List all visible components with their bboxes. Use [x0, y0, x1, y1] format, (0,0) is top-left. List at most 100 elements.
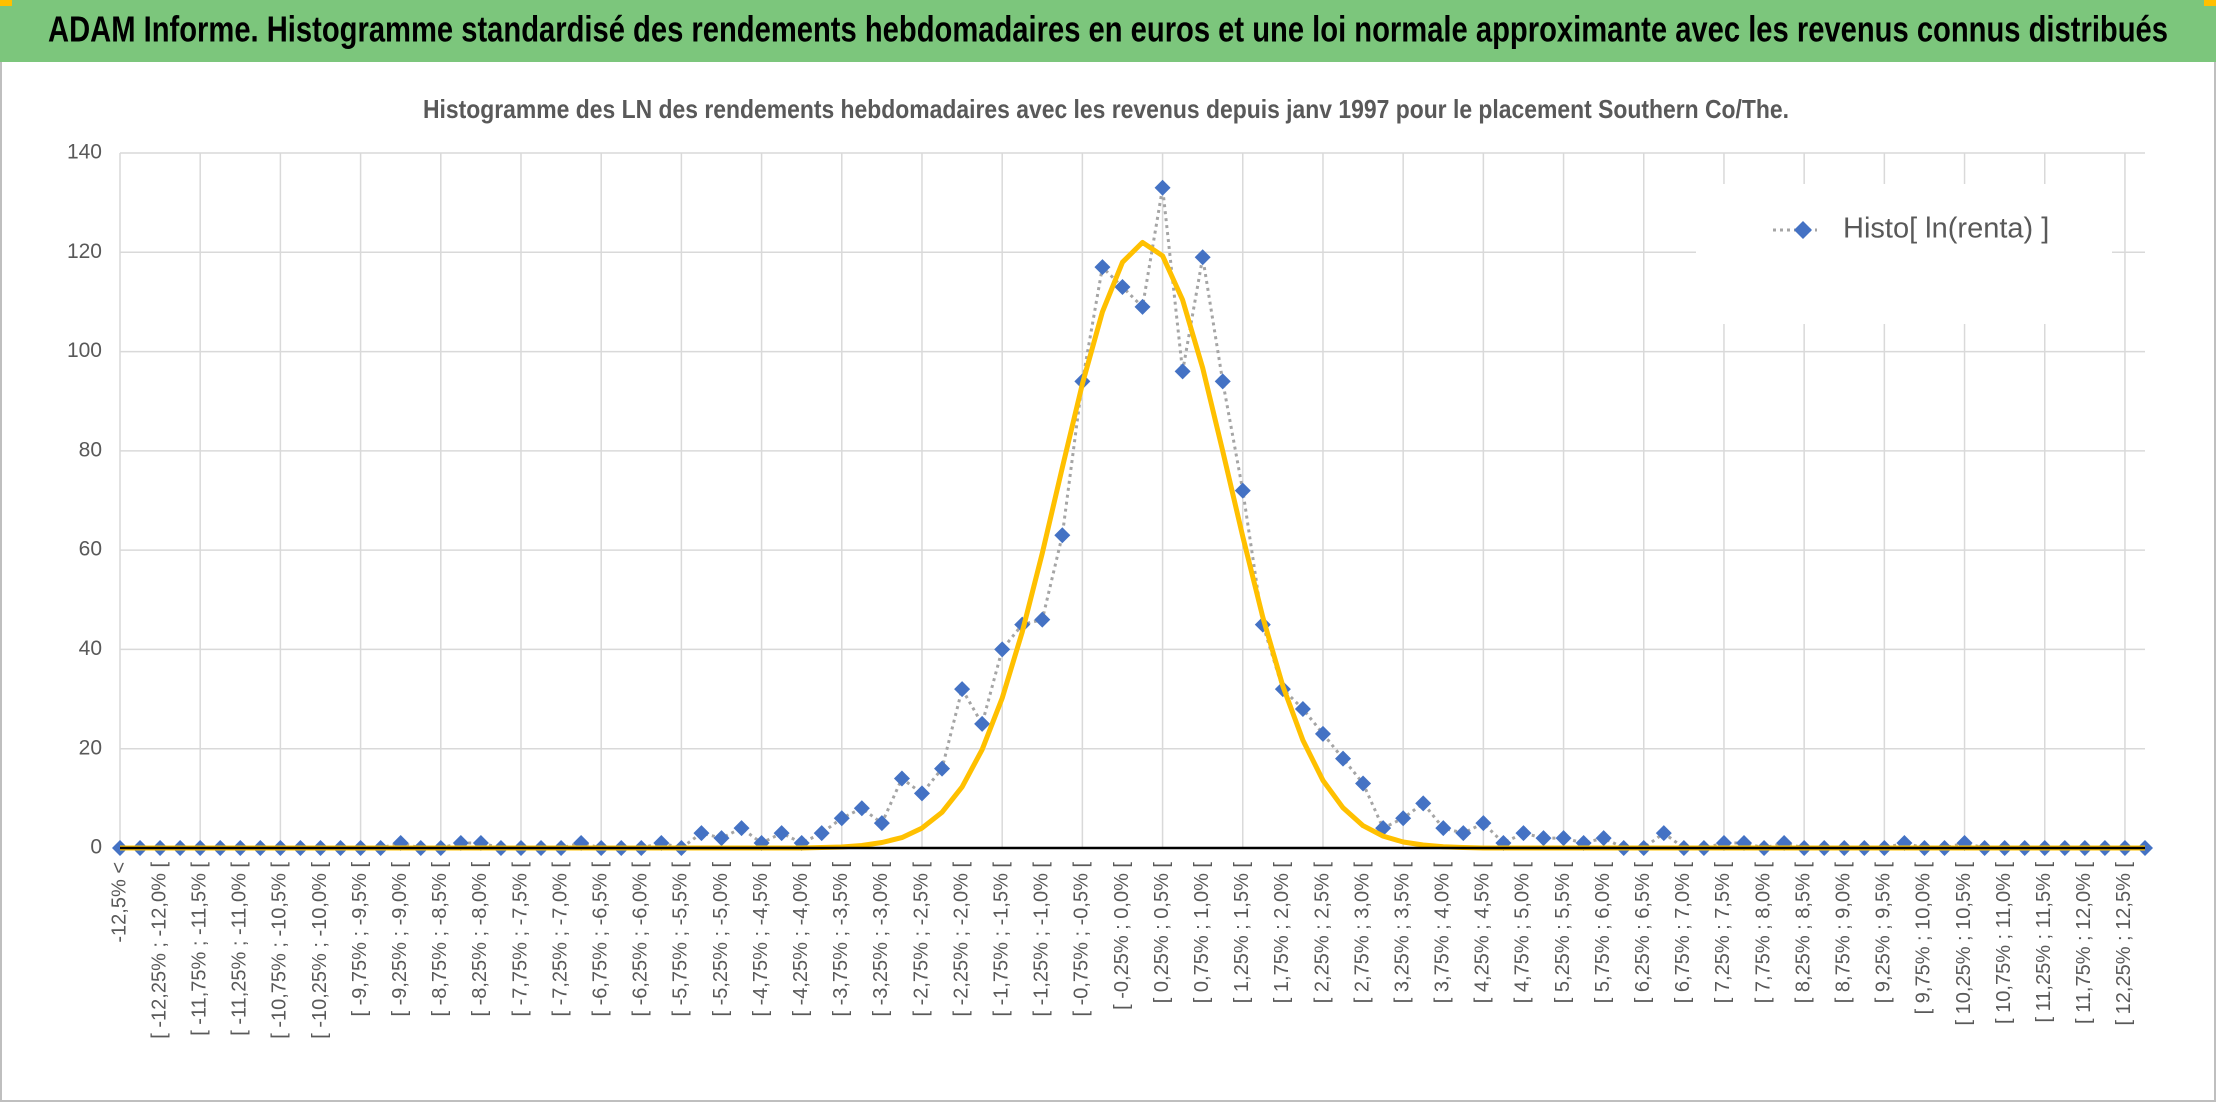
x-tick-label: [ 0,75% ; 1,0% [ — [1191, 862, 1213, 1004]
y-tick-label: 60 — [79, 538, 102, 561]
x-tick-label: [ -7,25% ; -7,0% [ — [549, 862, 571, 1017]
y-tick-label: 0 — [90, 836, 102, 859]
x-tick-label: [ 0,25% ; 0,5% [ — [1151, 862, 1173, 1004]
x-tick-label: [ -1,75% ; -1,5% [ — [990, 862, 1012, 1017]
legend-box — [1696, 184, 2112, 324]
point — [833, 810, 850, 827]
x-tick-label: [ -4,25% ; -4,0% [ — [790, 862, 812, 1017]
x-tick-label: [ -3,25% ; -3,0% [ — [870, 862, 892, 1017]
x-tick-label: [ 9,25% ; 9,5% [ — [1873, 862, 1895, 1004]
point — [1194, 249, 1211, 266]
point — [954, 681, 971, 698]
point — [1535, 830, 1552, 847]
x-tick-label: [ -5,75% ; -5,5% [ — [670, 862, 692, 1017]
x-tick-label: [ 8,75% ; 9,0% [ — [1833, 862, 1855, 1004]
x-tick-label: [ 7,75% ; 8,0% [ — [1752, 862, 1774, 1004]
y-tick-label: 80 — [79, 438, 102, 461]
point — [1034, 611, 1051, 628]
x-tick-label: [ 10,25% ; 10,5% [ — [1953, 862, 1975, 1026]
corner — [0, 0, 12, 6]
x-tick-label: [ -6,25% ; -6,0% [ — [630, 862, 652, 1017]
point — [1114, 279, 1131, 296]
page-title: ADAM Informe. Histogramme standardisé de… — [48, 9, 2168, 50]
point — [853, 800, 870, 817]
x-tick-label: [ -11,75% ; -11,5% [ — [188, 862, 210, 1036]
x-tick-label: [ 2,75% ; 3,0% [ — [1351, 862, 1373, 1004]
x-tick-label: [ -9,75% ; -9,5% [ — [349, 862, 371, 1017]
chart-title: Histogramme des LN des rendements hebdom… — [423, 94, 1789, 124]
x-tick-label: [ -2,25% ; -2,0% [ — [950, 862, 972, 1017]
x-tick-label: [ 6,25% ; 6,5% [ — [1632, 862, 1654, 1004]
x-tick-label: [ -7,75% ; -7,5% [ — [509, 862, 531, 1017]
point — [1054, 527, 1071, 544]
point — [913, 785, 930, 802]
x-tick-label: [ 3,75% ; 4,0% [ — [1432, 862, 1454, 1004]
title-bar — [0, 0, 2216, 62]
point — [1435, 820, 1452, 837]
y-tick-label: 100 — [67, 339, 102, 362]
point — [1555, 830, 1572, 847]
x-tick-label: [ -10,75% ; -10,5% [ — [269, 862, 291, 1039]
point — [1395, 810, 1412, 827]
point — [873, 815, 890, 832]
x-tick-label: [ -11,25% ; -11,0% [ — [229, 862, 251, 1036]
point — [1415, 795, 1432, 812]
x-tick-label: [ -1,25% ; -1,0% [ — [1031, 862, 1053, 1017]
x-tick-label: [ 4,75% ; 5,0% [ — [1512, 862, 1534, 1004]
x-tick-label: [ 7,25% ; 7,5% [ — [1712, 862, 1734, 1004]
x-tick-label: [ -8,25% ; -8,0% [ — [469, 862, 491, 1017]
x-tick-label: [ -3,75% ; -3,5% [ — [830, 862, 852, 1017]
point — [994, 641, 1011, 658]
x-tick-label: [ 5,75% ; 6,0% [ — [1592, 862, 1614, 1004]
legend-label: Histo[ ln(renta) ] — [1843, 213, 2049, 245]
x-tick-label: [ 6,75% ; 7,0% [ — [1672, 862, 1694, 1004]
point — [974, 715, 991, 732]
point — [1134, 298, 1151, 315]
x-tick-label: [ 1,75% ; 2,0% [ — [1271, 862, 1293, 1004]
x-tick-label: [ 8,25% ; 8,5% [ — [1792, 862, 1814, 1004]
x-tick-label: [ -6,75% ; -6,5% [ — [589, 862, 611, 1017]
x-tick-label: [ 3,25% ; 3,5% [ — [1391, 862, 1413, 1004]
x-tick-label: [ -2,75% ; -2,5% [ — [910, 862, 932, 1017]
x-tick-label: [ -0,25% ; 0,0% [ — [1111, 862, 1133, 1010]
x-tick-label: [ -0,75% ; -0,5% [ — [1071, 862, 1093, 1017]
point — [1294, 701, 1311, 717]
x-tick-label: [ -5,25% ; -5,0% [ — [710, 862, 732, 1017]
point — [1355, 775, 1372, 792]
point — [733, 820, 750, 837]
point — [934, 760, 951, 777]
legend-marker — [1794, 221, 1812, 239]
x-tick-label: -12,5% < — [108, 862, 130, 943]
x-tick-label: [ -8,75% ; -8,5% [ — [429, 862, 451, 1017]
x-tick-label: [ -12,25% ; -12,0% [ — [148, 862, 170, 1039]
point — [713, 830, 730, 847]
y-tick-label: 20 — [79, 736, 102, 759]
x-tick-label: [ 2,25% ; 2,5% [ — [1311, 862, 1333, 1004]
series-line — [120, 187, 2145, 850]
point — [693, 825, 710, 842]
point — [1455, 825, 1472, 842]
y-tick-label: 40 — [79, 637, 102, 660]
point — [1515, 825, 1532, 842]
point — [813, 825, 830, 842]
point — [893, 770, 910, 787]
point — [1475, 815, 1492, 832]
x-tick-label: [ 9,75% ; 10,0% [ — [1913, 862, 1935, 1015]
point — [1154, 179, 1171, 196]
x-tick-label: [ 12,25% ; 12,5% [ — [2113, 862, 2135, 1026]
point — [1314, 725, 1331, 742]
x-tick-label: [ 10,75% ; 11,0% [ — [1993, 862, 2015, 1024]
y-tick-label: 120 — [67, 240, 102, 263]
y-tick-label: 140 — [67, 141, 102, 164]
point — [773, 825, 790, 842]
x-tick-label: [ -9,25% ; -9,0% [ — [389, 862, 411, 1017]
point — [1655, 825, 1672, 842]
point — [1234, 482, 1251, 499]
x-tick-label: [ 1,25% ; 1,5% [ — [1231, 862, 1253, 1004]
x-tick-label: [ 4,25% ; 4,5% [ — [1472, 862, 1494, 1004]
point — [1595, 830, 1612, 847]
corner — [2204, 0, 2216, 6]
point — [1335, 750, 1352, 767]
point — [1174, 363, 1191, 380]
